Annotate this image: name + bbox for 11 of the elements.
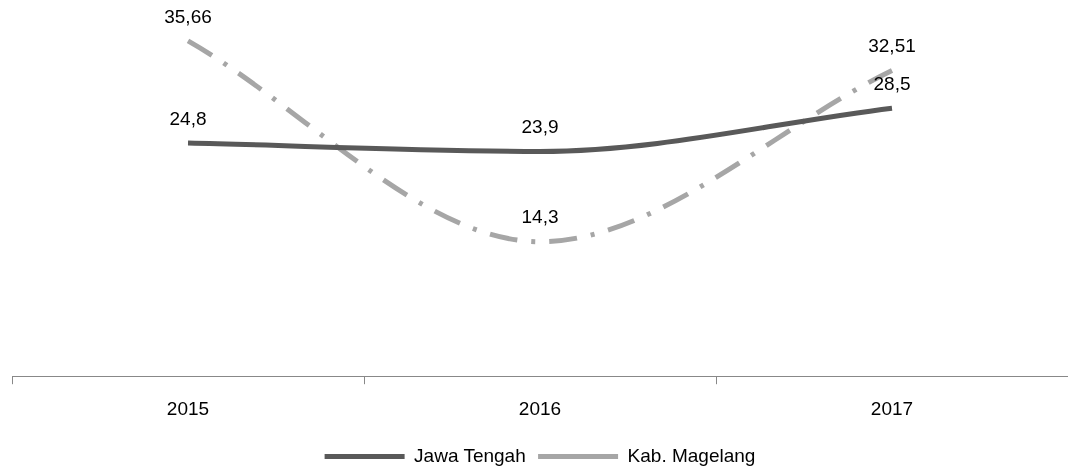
- data-label: 24,8: [169, 107, 207, 129]
- data-label: 23,9: [521, 116, 559, 138]
- data-label: 32,51: [868, 35, 916, 57]
- legend-label: Kab. Magelang: [627, 444, 756, 466]
- data-label: 14,3: [521, 206, 559, 228]
- x-tick-label: 2015: [166, 397, 210, 419]
- x-tick-label: 2016: [518, 397, 562, 419]
- x-tick-label: 2017: [870, 397, 914, 419]
- legend-label: Jawa Tengah: [414, 444, 526, 466]
- data-label: 35,66: [164, 5, 212, 27]
- data-label: 28,5: [873, 72, 911, 94]
